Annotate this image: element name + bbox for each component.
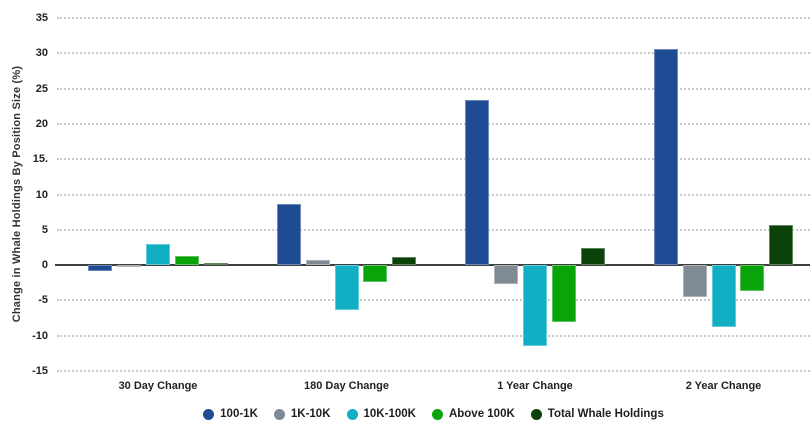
- bar-total-whale-holdings-1-year-change[interactable]: [580, 248, 605, 266]
- bar-1k-10k-30-day-change[interactable]: [117, 265, 142, 267]
- bar-100-1k-180-day-change[interactable]: [276, 203, 301, 266]
- bar-above-100k-30-day-change[interactable]: [174, 255, 199, 266]
- legend-item-100-1k[interactable]: 100-1K: [203, 408, 258, 420]
- gridline-10: [57, 193, 810, 196]
- bar-100-1k-30-day-change[interactable]: [88, 265, 113, 272]
- gridline-15: [57, 158, 810, 161]
- legend-item-10k-100k[interactable]: 10K-100K: [346, 408, 416, 420]
- legend-marker-icon-above-100k: [431, 408, 443, 420]
- gridline--10: [57, 334, 810, 337]
- gridline-20: [57, 122, 810, 125]
- y-tick-label-20: 20: [35, 117, 48, 130]
- gridline-5: [57, 228, 810, 231]
- bar-above-100k-1-year-change[interactable]: [551, 265, 576, 323]
- legend-label-total-whale-holdings: Total Whale Holdings: [547, 408, 664, 420]
- bar-total-whale-holdings-180-day-change[interactable]: [392, 257, 417, 266]
- gridline-35: [57, 17, 810, 19]
- gridline-30: [57, 52, 810, 55]
- legend-marker-icon-10k-100k: [346, 408, 358, 420]
- y-tick-label--15: -15: [32, 365, 48, 377]
- gridline-25: [57, 87, 810, 90]
- zero-axis-line: [55, 264, 810, 267]
- bar-1k-10k-180-day-change[interactable]: [305, 260, 330, 266]
- y-tick-label--5: -5: [38, 294, 48, 307]
- legend: 100-1K 1K-10K 10K-100K Above 100K Total Whal…: [57, 408, 810, 420]
- bar-above-100k-180-day-change[interactable]: [363, 265, 388, 283]
- x-axis-label-30-day-change: 30 Day Change: [118, 380, 198, 392]
- legend-label-100-1k: 100-1K: [220, 408, 258, 420]
- bar-100-1k-2-year-change[interactable]: [653, 49, 678, 266]
- legend-label-1k-10k: 1K-10K: [290, 408, 331, 420]
- bar-10k-100k-2-year-change[interactable]: [711, 265, 736, 328]
- y-tick-label-5: 5: [41, 223, 48, 236]
- bar-1k-10k-2-year-change[interactable]: [682, 265, 707, 297]
- gridline--5: [57, 299, 810, 302]
- y-tick-label-25: 25: [35, 82, 48, 95]
- bar-total-whale-holdings-30-day-change[interactable]: [203, 262, 228, 266]
- x-axis-label-2-year-change: 2 Year Change: [685, 380, 762, 392]
- y-tick-label-15: 15.: [32, 153, 48, 166]
- bar-10k-100k-1-year-change[interactable]: [523, 265, 547, 347]
- plot-area: 35 30 25 20 15. 10 5 0 -5 -10 -15 30 Day Change 180 …: [32, 12, 810, 392]
- bar-1k-10k-1-year-change[interactable]: [494, 265, 519, 285]
- legend-marker-icon-1k-10k: [273, 408, 285, 420]
- legend-marker-icon-100-1k: [203, 408, 215, 420]
- bar-10k-100k-180-day-change[interactable]: [334, 265, 359, 310]
- x-axis-label-180-day-change: 180 Day Change: [304, 380, 389, 392]
- y-tick-label--10: -10: [32, 329, 48, 342]
- legend-item-above-100k[interactable]: Above 100K: [431, 408, 515, 420]
- y-tick-label-0: 0: [41, 259, 48, 272]
- legend-label-10k-100k: 10K-100K: [363, 408, 416, 420]
- bar-100-1k-1-year-change[interactable]: [465, 99, 490, 266]
- legend-label-above-100k: Above 100K: [448, 408, 515, 420]
- y-tick-label-30: 30: [35, 47, 48, 60]
- x-axis-label-1-year-change: 1 Year Change: [497, 380, 573, 392]
- y-tick-label-35: 35: [35, 12, 48, 24]
- gridline--15: [57, 370, 810, 372]
- legend-marker-icon-total-whale-holdings: [530, 408, 542, 420]
- legend-item-1k-10k[interactable]: 1K-10K: [273, 408, 331, 420]
- y-tick-label-10: 10: [35, 188, 48, 201]
- legend-item-total-whale-holdings[interactable]: Total Whale Holdings: [530, 408, 664, 420]
- bar-above-100k-2-year-change[interactable]: [740, 265, 765, 291]
- bar-total-whale-holdings-2-year-change[interactable]: [769, 224, 794, 266]
- bar-10k-100k-30-day-change[interactable]: [146, 243, 170, 266]
